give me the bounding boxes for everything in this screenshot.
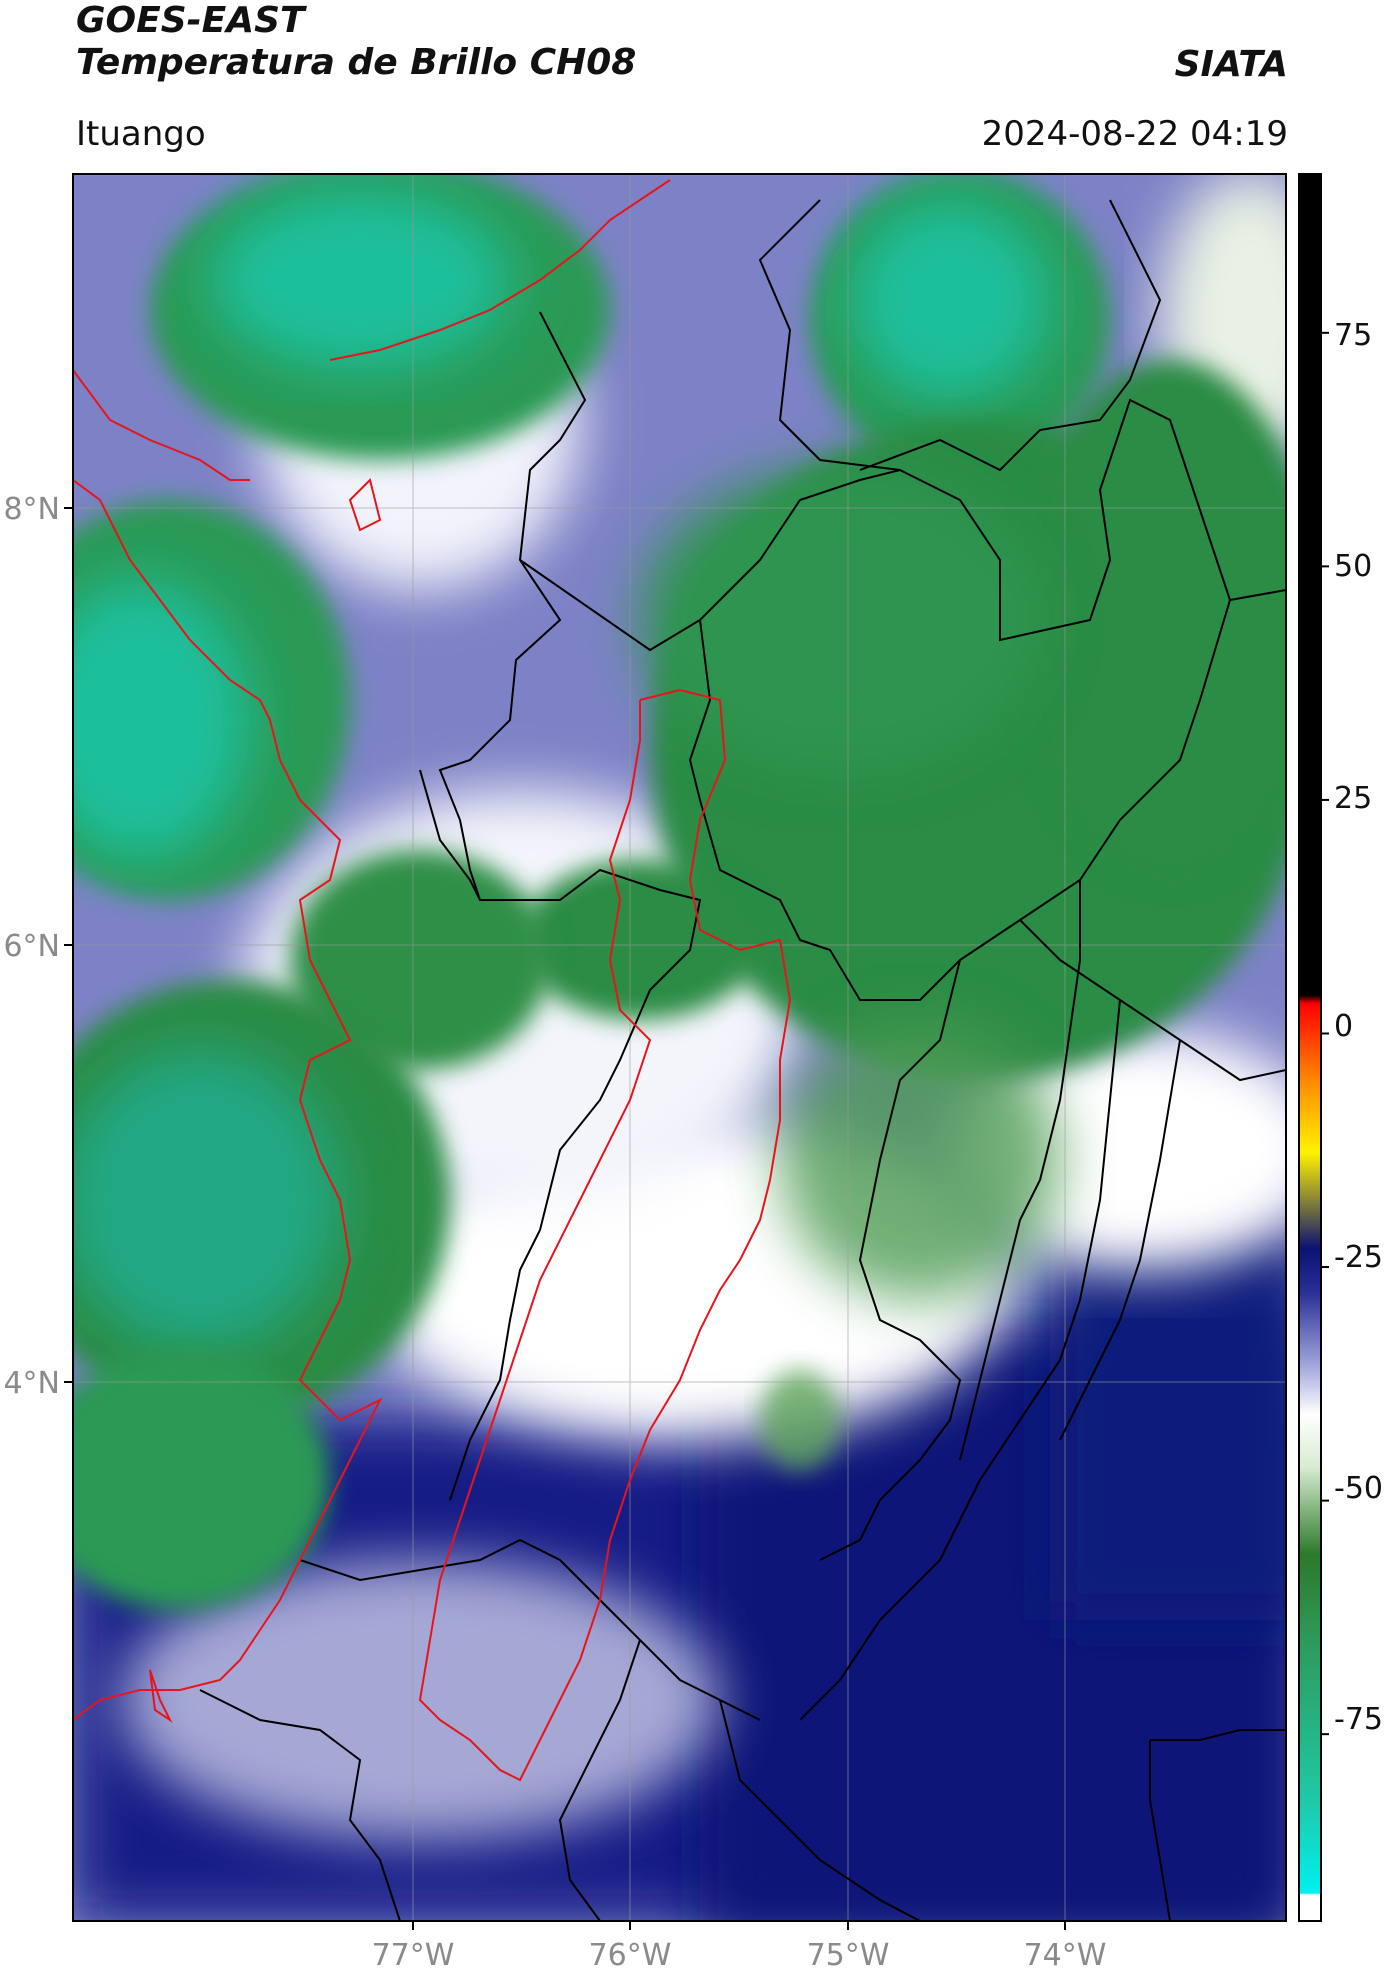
- lon-tick-label: 74°W: [1024, 1938, 1107, 1973]
- map-frame: [72, 173, 1287, 1922]
- satellite-title: GOES-EAST: [76, 0, 305, 41]
- lat-tick-label: 4°N: [3, 1366, 60, 1401]
- axis-ticks: [64, 507, 1066, 1930]
- colorbar-tick-label: 0: [1334, 1009, 1353, 1044]
- org-label: SIATA: [1174, 44, 1288, 85]
- satellite-image: [73, 174, 1286, 1921]
- product-title: Temperatura de Brillo CH08: [76, 42, 637, 83]
- colorbar-tick-label: -50: [1334, 1471, 1383, 1506]
- colorbar-gradient: [1298, 173, 1322, 1922]
- datetime-label: 2024-08-22 04:19: [981, 114, 1288, 154]
- coastline: [73, 179, 792, 1782]
- colorbar-tick-label: 75: [1334, 318, 1372, 353]
- colorbar-tick-label: 50: [1334, 549, 1372, 584]
- lat-tick-label: 6°N: [3, 929, 60, 964]
- lat-tick-labels: 8°N 6°N 4°N: [3, 492, 60, 1401]
- title-block: GOES-EAST Temperatura de Brillo CH08: [76, 0, 636, 84]
- lat-tick-label: 8°N: [3, 492, 60, 527]
- region-label: Ituango: [76, 114, 206, 154]
- lon-tick-labels: 77°W 76°W 75°W 74°W: [372, 1938, 1107, 1973]
- lon-tick-label: 75°W: [807, 1938, 890, 1973]
- colorbar-tick-label: -25: [1334, 1240, 1383, 1275]
- colorbar: 75 50 25 0 -25 -50 -75: [1298, 173, 1383, 1922]
- lon-tick-label: 77°W: [372, 1938, 455, 1973]
- colorbar-tick-label: 25: [1334, 781, 1372, 816]
- lon-tick-label: 76°W: [589, 1938, 672, 1973]
- colorbar-tick-label: -75: [1334, 1702, 1383, 1737]
- admin-boundaries: [199, 199, 1286, 1921]
